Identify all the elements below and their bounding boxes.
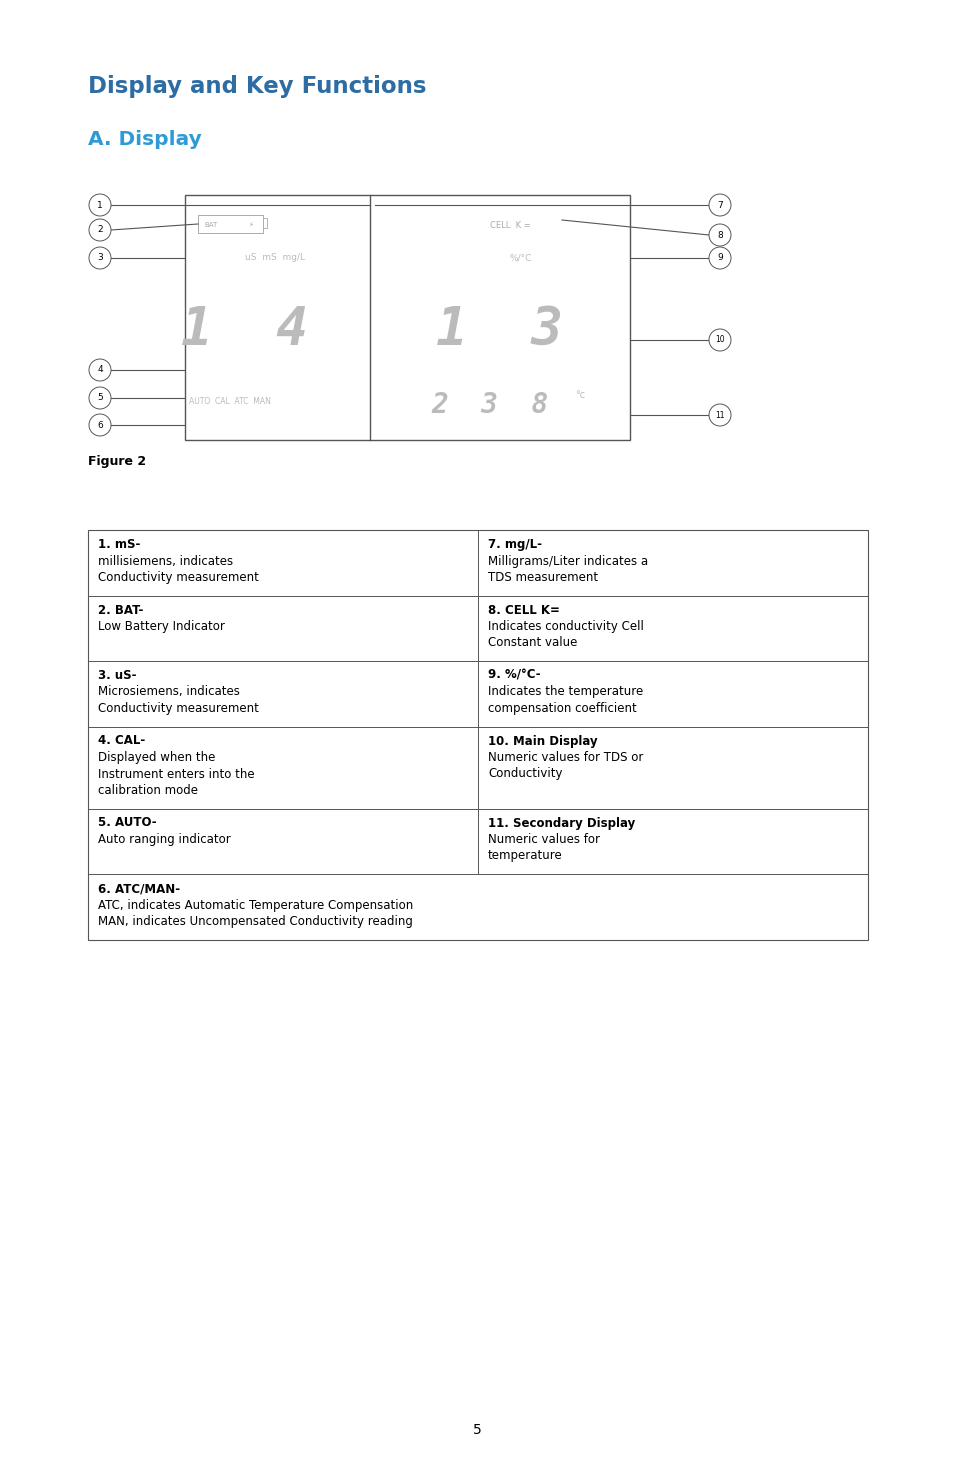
- Text: 2. BAT-: 2. BAT-: [98, 603, 143, 617]
- Bar: [185, 195, 629, 440]
- Text: 8: 8: [717, 230, 722, 239]
- Text: ⚡: ⚡: [248, 223, 253, 229]
- Circle shape: [708, 329, 730, 351]
- Text: 3. uS-: 3. uS-: [98, 670, 136, 681]
- Text: 4. CAL-: 4. CAL-: [98, 735, 145, 748]
- Text: Conductivity measurement: Conductivity measurement: [98, 571, 258, 584]
- Text: Display and Key Functions: Display and Key Functions: [88, 75, 426, 97]
- Bar: [88, 530, 867, 940]
- Text: Microsiemens, indicates: Microsiemens, indicates: [98, 686, 239, 699]
- Text: 10. Main Display: 10. Main Display: [488, 735, 597, 748]
- Text: 1  4: 1 4: [181, 304, 308, 355]
- Text: 1. mS-: 1. mS-: [98, 538, 140, 552]
- Circle shape: [708, 246, 730, 268]
- Circle shape: [89, 386, 111, 409]
- Text: Milligrams/Liter indicates a: Milligrams/Liter indicates a: [488, 555, 647, 568]
- Text: Numeric values for TDS or: Numeric values for TDS or: [488, 751, 642, 764]
- Text: %/°C: %/°C: [510, 254, 532, 263]
- Text: AUTO  CAL  ATC  MAN: AUTO CAL ATC MAN: [189, 397, 271, 407]
- Text: uS  mS  mg/L: uS mS mg/L: [245, 254, 305, 263]
- Text: 3: 3: [97, 254, 103, 263]
- Text: 9. %/°C-: 9. %/°C-: [488, 670, 540, 681]
- Text: 11: 11: [715, 410, 724, 419]
- Circle shape: [708, 224, 730, 246]
- Text: 6: 6: [97, 420, 103, 429]
- Text: 5: 5: [97, 394, 103, 403]
- Circle shape: [708, 195, 730, 215]
- Text: 5: 5: [472, 1423, 481, 1437]
- Circle shape: [89, 246, 111, 268]
- Bar: [263, 218, 267, 227]
- Circle shape: [89, 218, 111, 240]
- Text: MAN, indicates Uncompensated Conductivity reading: MAN, indicates Uncompensated Conductivit…: [98, 914, 413, 928]
- Text: Instrument enters into the: Instrument enters into the: [98, 767, 254, 780]
- Text: 10: 10: [715, 335, 724, 345]
- Circle shape: [89, 414, 111, 437]
- Text: 1  3: 1 3: [436, 304, 563, 355]
- Bar: [198, 215, 263, 233]
- Text: 1: 1: [97, 201, 103, 209]
- Circle shape: [708, 404, 730, 426]
- Text: Low Battery Indicator: Low Battery Indicator: [98, 620, 225, 633]
- Text: TDS measurement: TDS measurement: [488, 571, 598, 584]
- Text: Indicates the temperature: Indicates the temperature: [488, 686, 642, 699]
- Text: Displayed when the: Displayed when the: [98, 751, 215, 764]
- Text: 11. Secondary Display: 11. Secondary Display: [488, 817, 635, 829]
- Circle shape: [89, 195, 111, 215]
- Text: 8. CELL K=: 8. CELL K=: [488, 603, 559, 617]
- Text: 4: 4: [97, 366, 103, 375]
- Circle shape: [89, 358, 111, 381]
- Text: 2: 2: [97, 226, 103, 235]
- Text: 6. ATC/MAN-: 6. ATC/MAN-: [98, 882, 180, 895]
- Text: calibration mode: calibration mode: [98, 785, 198, 796]
- Text: Constant value: Constant value: [488, 637, 577, 649]
- Text: 7: 7: [717, 201, 722, 209]
- Text: compensation coefficient: compensation coefficient: [488, 702, 636, 715]
- Text: 7. mg/L-: 7. mg/L-: [488, 538, 541, 552]
- Text: Figure 2: Figure 2: [88, 454, 146, 468]
- Text: temperature: temperature: [488, 850, 562, 863]
- Text: 9: 9: [717, 254, 722, 263]
- Text: Indicates conductivity Cell: Indicates conductivity Cell: [488, 620, 643, 633]
- Text: CELL  K =: CELL K =: [490, 220, 530, 230]
- Text: Numeric values for: Numeric values for: [488, 833, 599, 847]
- Text: BAT: BAT: [204, 223, 217, 229]
- Text: Conductivity measurement: Conductivity measurement: [98, 702, 258, 715]
- Text: millisiemens, indicates: millisiemens, indicates: [98, 555, 233, 568]
- Text: ATC, indicates Automatic Temperature Compensation: ATC, indicates Automatic Temperature Com…: [98, 898, 413, 912]
- Text: Auto ranging indicator: Auto ranging indicator: [98, 833, 231, 847]
- Text: A. Display: A. Display: [88, 130, 201, 149]
- Text: 2  3  8: 2 3 8: [431, 391, 548, 419]
- Text: Conductivity: Conductivity: [488, 767, 562, 780]
- Text: 5. AUTO-: 5. AUTO-: [98, 817, 156, 829]
- Text: °c: °c: [575, 389, 584, 400]
